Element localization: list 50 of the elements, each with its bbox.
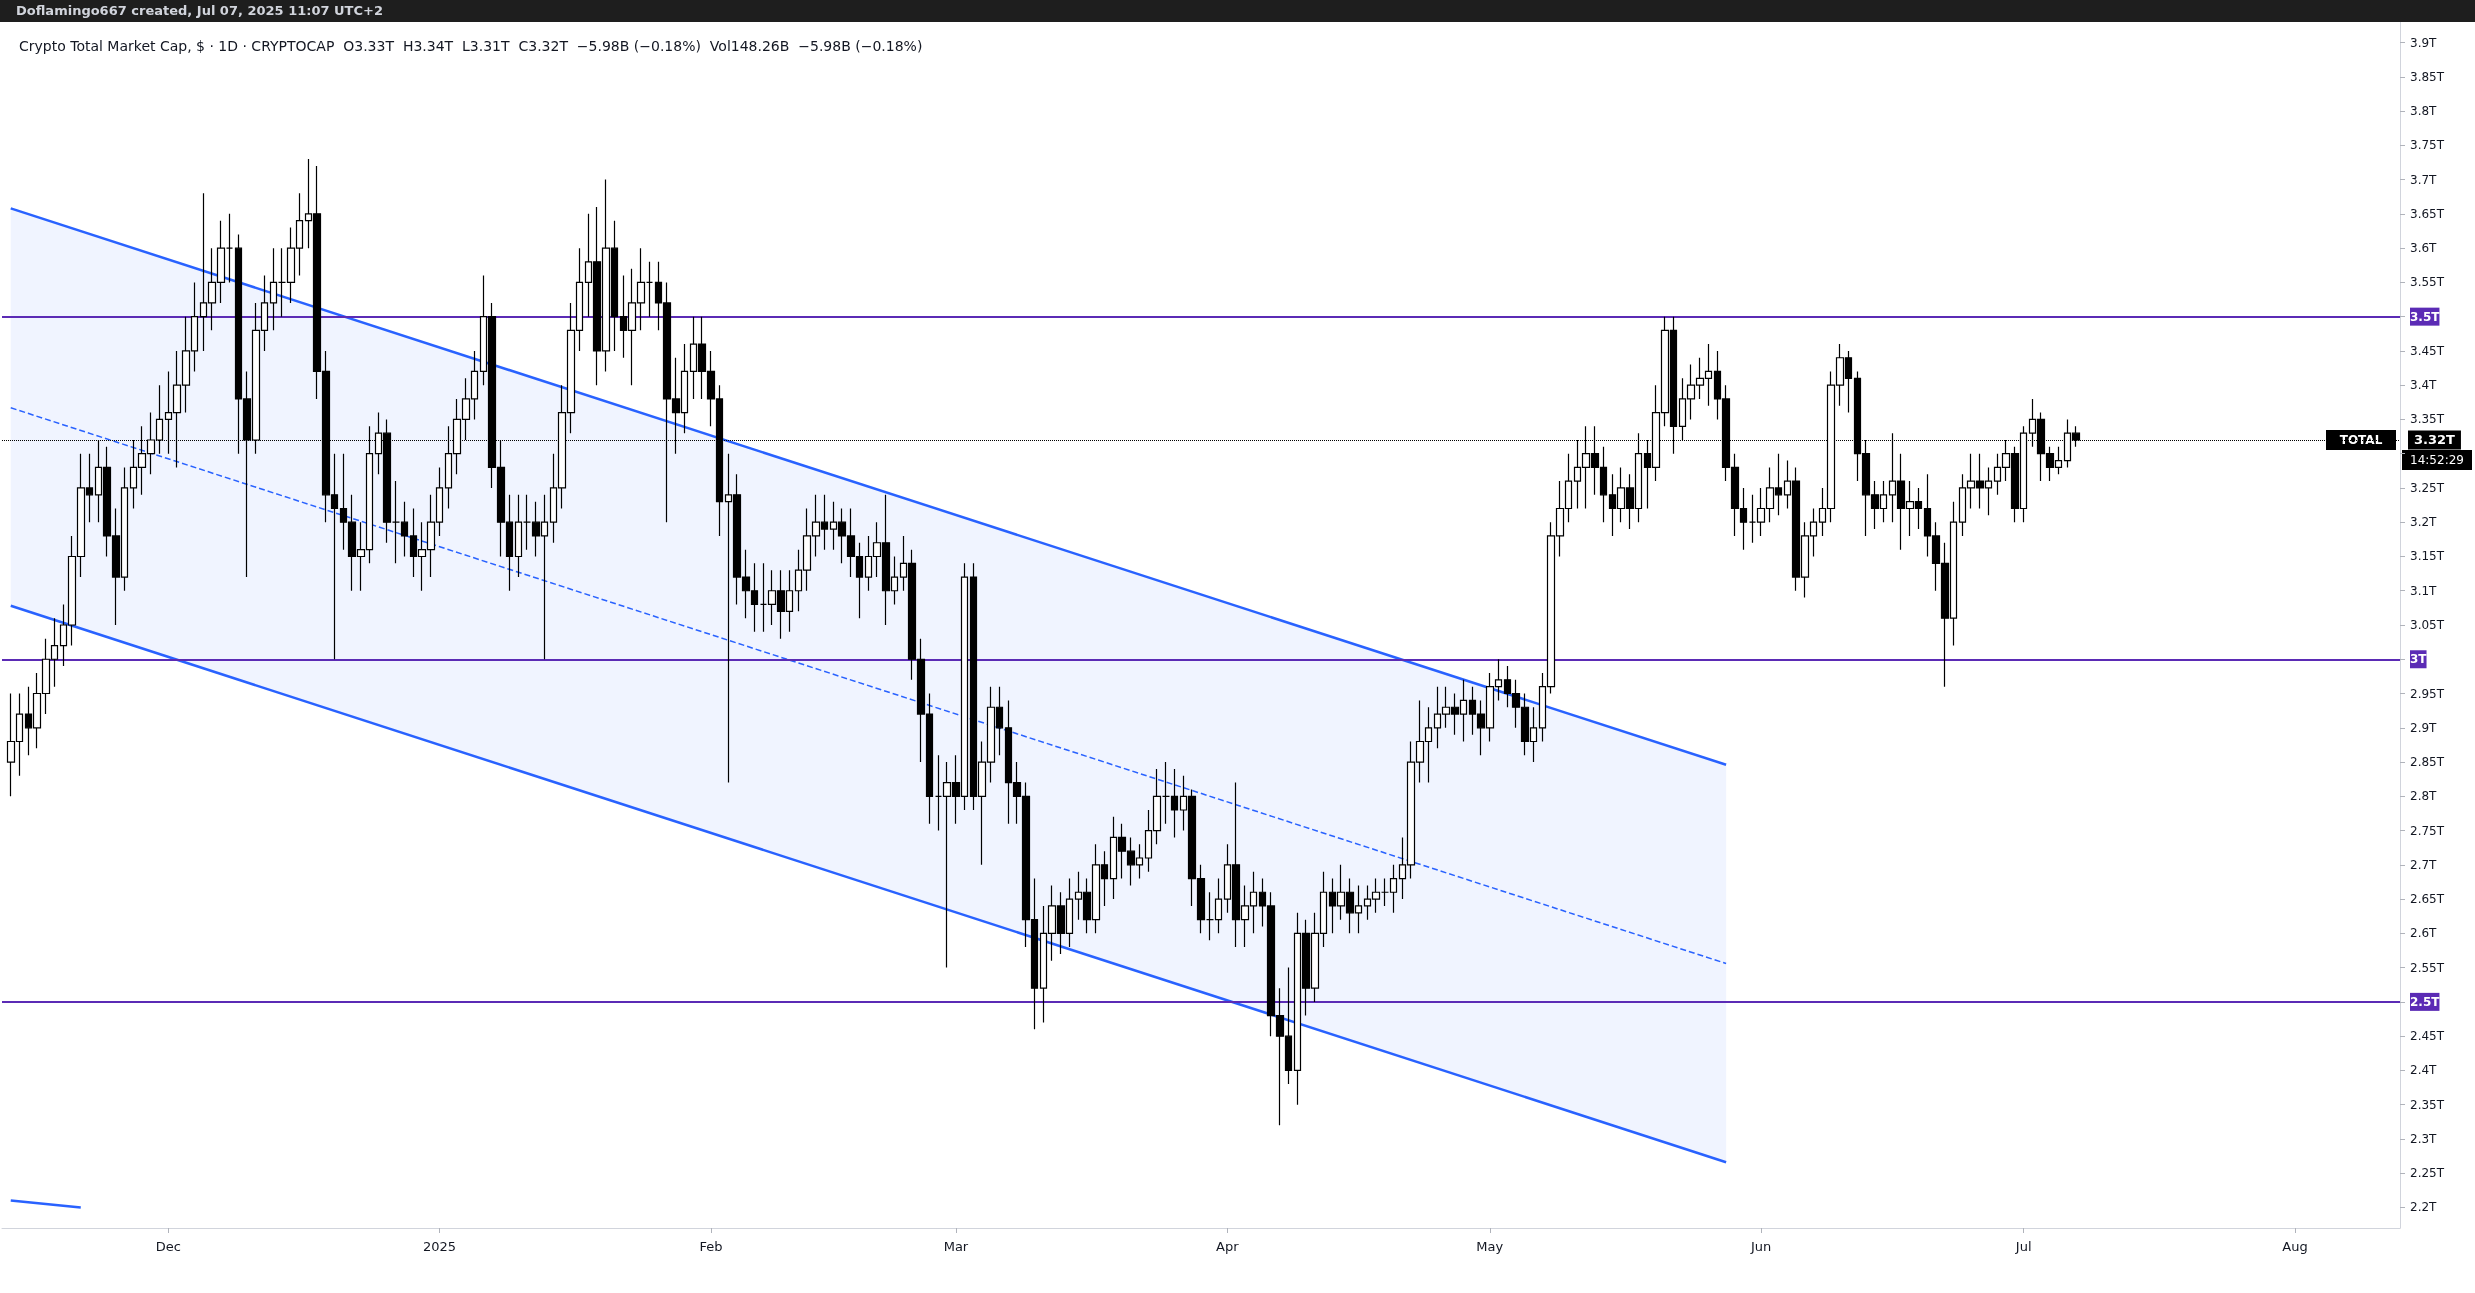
y-tick-label: 3.65T <box>2410 206 2445 221</box>
y-tick-label: 3.4T <box>2410 378 2438 393</box>
y-tick-label: 3.35T <box>2410 412 2445 427</box>
text: Doflamingo667 created, Jul 07, 2025 11:07 UTC+2 <box>16 3 383 18</box>
ref-line-label: 3.32T <box>2414 432 2456 448</box>
y-tick-label: 2.85T <box>2410 755 2445 770</box>
y-tick-label: 2.9T <box>2410 720 2438 735</box>
x-tick-label: 2025 <box>423 1239 457 1254</box>
y-tick-label: 3.8T <box>2410 104 2438 119</box>
y-tick-label: 2.75T <box>2410 823 2445 838</box>
y-tick-label: 2.8T <box>2410 789 2438 804</box>
y-tick-label: 3.9T <box>2410 35 2438 50</box>
y-tick-label: 2.25T <box>2410 1166 2445 1181</box>
y-tick-label: 2.6T <box>2410 926 2438 941</box>
x-tick-label: Dec <box>155 1239 181 1254</box>
y-tick-label: 2.3T <box>2410 1131 2438 1146</box>
y-tick-label: 3.15T <box>2410 549 2445 564</box>
y-tick-label: 3.45T <box>2410 343 2445 358</box>
y-tick-label: 2.55T <box>2410 960 2445 975</box>
candlestick <box>225 213 234 283</box>
y-tick-label: 3.6T <box>2410 241 2438 256</box>
candlestick <box>269 247 278 331</box>
x-tick-label: Aug <box>2282 1239 2308 1254</box>
y-tick-label: 2.45T <box>2410 1029 2445 1044</box>
y-tick-label: 3.1T <box>2410 583 2438 598</box>
y-tick-label: 3.55T <box>2410 275 2445 290</box>
x-tick-label: Mar <box>943 1239 969 1254</box>
text: Crypto Total Market Cap, $ · 1D · CRYPTOCAP O3.33T H3.34T L3.31T C3.32T −5.98B (−0.18%) Vol148.26B −5.98B (−0.18%) <box>19 38 923 54</box>
x-tick-label: Jun <box>1749 1239 1772 1254</box>
x-tick-label: Feb <box>699 1239 723 1254</box>
y-tick-label: 3.7T <box>2410 172 2438 187</box>
annotation: TOTAL <box>2339 432 2383 447</box>
y-tick-label: 3.2T <box>2410 515 2438 530</box>
y-tick-label: 3T <box>2410 652 2428 667</box>
y-tick-label: 2.4T <box>2410 1063 2438 1078</box>
candlestick <box>645 261 654 318</box>
text: 14:52:29 <box>2410 452 2464 467</box>
y-tick-label: 2.2T <box>2410 1200 2438 1215</box>
y-tick-label: 3.25T <box>2410 480 2445 495</box>
y-tick-label: 2.35T <box>2410 1097 2445 1112</box>
x-tick-label: Apr <box>1216 1239 1240 1254</box>
y-tick-label: 2.95T <box>2410 686 2445 701</box>
y-tick-label: 3.85T <box>2410 69 2445 84</box>
y-tick-label: 2.7T <box>2410 857 2438 872</box>
y-tick-label: 3.05T <box>2410 618 2445 632</box>
candlestick <box>514 494 523 578</box>
y-tick-label: 3.75T <box>2410 138 2445 153</box>
x-tick-label: Jul <box>2014 1239 2032 1254</box>
x-tick-label: May <box>1476 1239 1504 1254</box>
y-tick-label: 2.65T <box>2410 892 2445 907</box>
